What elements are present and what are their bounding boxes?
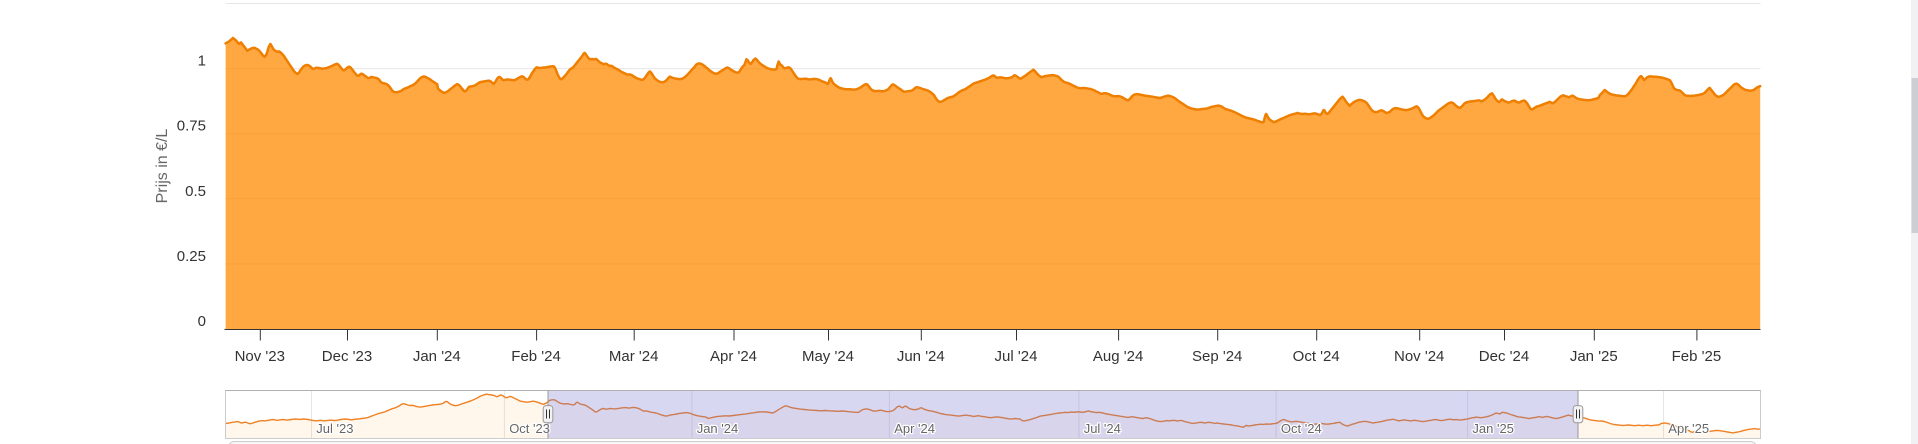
svg-text:Jul '24: Jul '24 bbox=[995, 348, 1038, 365]
svg-text:Prijs in €/L: Prijs in €/L bbox=[154, 129, 171, 204]
svg-text:Jul '24: Jul '24 bbox=[1084, 421, 1121, 436]
svg-text:Jan '24: Jan '24 bbox=[697, 421, 739, 436]
svg-text:Aug '24: Aug '24 bbox=[1093, 348, 1143, 365]
svg-text:Dec '23: Dec '23 bbox=[322, 348, 372, 365]
svg-text:May '24: May '24 bbox=[802, 348, 854, 365]
svg-text:Nov '24: Nov '24 bbox=[1394, 348, 1444, 365]
svg-text:0.5: 0.5 bbox=[185, 183, 206, 200]
svg-text:Jun '24: Jun '24 bbox=[897, 348, 945, 365]
svg-text:Oct '23: Oct '23 bbox=[509, 421, 550, 436]
svg-text:0.25: 0.25 bbox=[177, 248, 206, 265]
svg-text:Sep '24: Sep '24 bbox=[1192, 348, 1242, 365]
svg-text:0: 0 bbox=[198, 313, 206, 330]
svg-text:Jul '23: Jul '23 bbox=[316, 421, 353, 436]
svg-text:0.75: 0.75 bbox=[177, 118, 206, 135]
svg-text:Oct '24: Oct '24 bbox=[1293, 348, 1340, 365]
svg-text:Apr '25: Apr '25 bbox=[1668, 421, 1709, 436]
svg-text:Jan '25: Jan '25 bbox=[1472, 421, 1514, 436]
svg-text:Apr '24: Apr '24 bbox=[710, 348, 757, 365]
svg-text:Mar '24: Mar '24 bbox=[609, 348, 659, 365]
svg-text:Feb '25: Feb '25 bbox=[1672, 348, 1722, 365]
svg-text:Feb '24: Feb '24 bbox=[511, 348, 561, 365]
svg-text:Dec '24: Dec '24 bbox=[1479, 348, 1529, 365]
svg-text:Oct '24: Oct '24 bbox=[1281, 421, 1322, 436]
svg-text:Jan '25: Jan '25 bbox=[1570, 348, 1618, 365]
svg-text:1: 1 bbox=[198, 53, 206, 70]
svg-text:Jan '24: Jan '24 bbox=[413, 348, 461, 365]
svg-text:Apr '24: Apr '24 bbox=[894, 421, 935, 436]
svg-text:Nov '23: Nov '23 bbox=[235, 348, 285, 365]
